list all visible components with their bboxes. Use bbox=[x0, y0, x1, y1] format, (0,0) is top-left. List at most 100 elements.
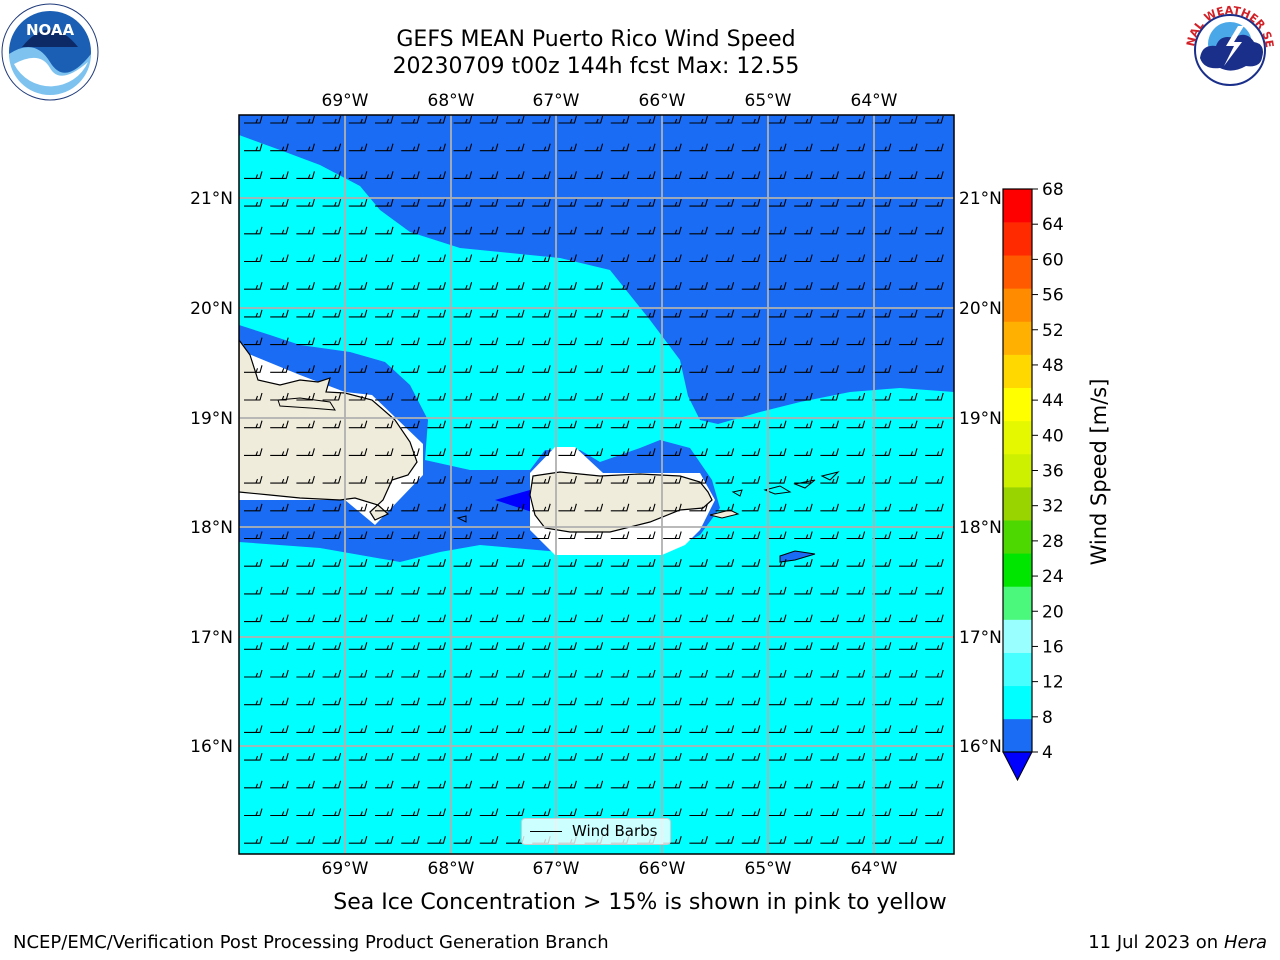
wind-barb bbox=[322, 254, 342, 263]
wind-barb bbox=[479, 309, 499, 318]
wind-barb bbox=[610, 808, 630, 817]
wind-barb bbox=[244, 780, 263, 789]
lat-label: 18°N bbox=[190, 518, 233, 538]
wind-barb bbox=[925, 503, 944, 512]
wind-barb bbox=[296, 448, 315, 456]
wind-barb bbox=[453, 143, 473, 152]
wind-barb bbox=[610, 531, 630, 540]
wind-barb bbox=[899, 420, 918, 429]
wind-barb bbox=[322, 614, 342, 623]
wind-barb bbox=[820, 337, 839, 346]
wind-barb bbox=[322, 282, 342, 290]
wind-barb bbox=[584, 171, 604, 179]
wind-barb bbox=[348, 642, 368, 650]
wind-barb bbox=[768, 586, 787, 595]
wind-barb bbox=[794, 198, 813, 207]
wind-barb bbox=[689, 226, 708, 235]
wind-barb bbox=[872, 697, 892, 706]
lon-label: 67°W bbox=[533, 91, 580, 111]
wind-barb bbox=[375, 559, 394, 567]
wind-barb bbox=[532, 503, 551, 512]
wind-barb bbox=[846, 531, 866, 540]
wind-barb bbox=[401, 614, 420, 623]
wind-barb bbox=[532, 697, 551, 706]
wind-barb bbox=[479, 559, 499, 567]
wind-barb bbox=[348, 337, 368, 346]
wind-barb bbox=[715, 143, 735, 152]
wind-barb bbox=[741, 143, 761, 152]
wind-barb bbox=[244, 337, 263, 346]
wind-barb bbox=[506, 475, 525, 484]
wind-barb bbox=[479, 725, 499, 733]
wind-barb bbox=[453, 254, 473, 263]
wind-barb bbox=[506, 808, 525, 817]
lon-labels-top: 69°W 68°W 67°W 66°W 65°W 64°W bbox=[322, 91, 898, 111]
wind-barb bbox=[741, 309, 761, 318]
wind-barb bbox=[558, 115, 577, 124]
wind-barb bbox=[846, 448, 866, 456]
wind-barb bbox=[689, 115, 708, 124]
wind-barb bbox=[348, 309, 368, 318]
wind-barb bbox=[427, 392, 446, 401]
wind-barb bbox=[532, 808, 551, 817]
wind-barb bbox=[872, 226, 892, 235]
wind-barb bbox=[244, 475, 263, 484]
wind-barb bbox=[715, 392, 735, 401]
colorbar-segment bbox=[1003, 453, 1032, 488]
wind-barb bbox=[270, 725, 289, 733]
wind-barb bbox=[532, 669, 551, 678]
island-st-croix bbox=[779, 550, 816, 563]
wind-barb bbox=[925, 115, 944, 124]
wind-barb bbox=[794, 365, 813, 373]
wind-barb bbox=[872, 503, 892, 512]
wind-barb bbox=[348, 226, 368, 235]
island-culebra bbox=[731, 489, 743, 497]
wind-barb bbox=[375, 642, 394, 650]
colorbar-segment bbox=[1003, 520, 1032, 554]
wind-barb bbox=[244, 642, 263, 650]
wind-barb bbox=[610, 503, 630, 512]
wind-barb bbox=[768, 669, 787, 678]
wind-barb bbox=[506, 752, 525, 761]
wind-barb bbox=[584, 475, 604, 484]
wind-barb bbox=[872, 559, 892, 567]
wind-barb bbox=[899, 531, 918, 540]
wind-barb bbox=[637, 559, 656, 567]
wind-barb bbox=[899, 198, 918, 207]
wind-barb bbox=[296, 282, 315, 290]
wind-barb bbox=[322, 669, 342, 678]
wind-barb bbox=[479, 586, 499, 595]
lat-label: 16°N bbox=[959, 737, 1002, 757]
wind-barb bbox=[846, 559, 866, 567]
wind-barb bbox=[375, 697, 394, 706]
wind-barb bbox=[558, 143, 577, 152]
wind-barb bbox=[270, 143, 289, 152]
wind-barb bbox=[899, 309, 918, 318]
colorbar-segment bbox=[1003, 288, 1032, 322]
wind-barb bbox=[610, 697, 630, 706]
wind-barb bbox=[427, 586, 446, 595]
wind-barb bbox=[846, 309, 866, 318]
wind-barb bbox=[244, 171, 263, 179]
wind-barb bbox=[270, 752, 289, 761]
wind-barb bbox=[846, 780, 866, 789]
wind-barb bbox=[610, 642, 630, 650]
wind-barb bbox=[899, 143, 918, 152]
wind-barb bbox=[768, 531, 787, 540]
wind-barb bbox=[846, 836, 866, 844]
wind-barb bbox=[244, 697, 263, 706]
colorbar-segment bbox=[1003, 553, 1032, 587]
wind-barb bbox=[479, 614, 499, 623]
wind-barb bbox=[427, 752, 446, 761]
wind-barb bbox=[610, 475, 630, 484]
wind-barb bbox=[689, 254, 708, 263]
wind-barb bbox=[270, 503, 289, 512]
colorbar-tick-label: 44 bbox=[1042, 391, 1064, 411]
lat-label: 19°N bbox=[190, 409, 233, 429]
wind-barb bbox=[820, 614, 839, 623]
wind-barb bbox=[479, 780, 499, 789]
colorbar-segment bbox=[1003, 487, 1032, 521]
wind-barb bbox=[715, 752, 735, 761]
colorbar-label: Wind Speed [m/s] bbox=[1087, 379, 1111, 566]
wind-barb bbox=[715, 725, 735, 733]
